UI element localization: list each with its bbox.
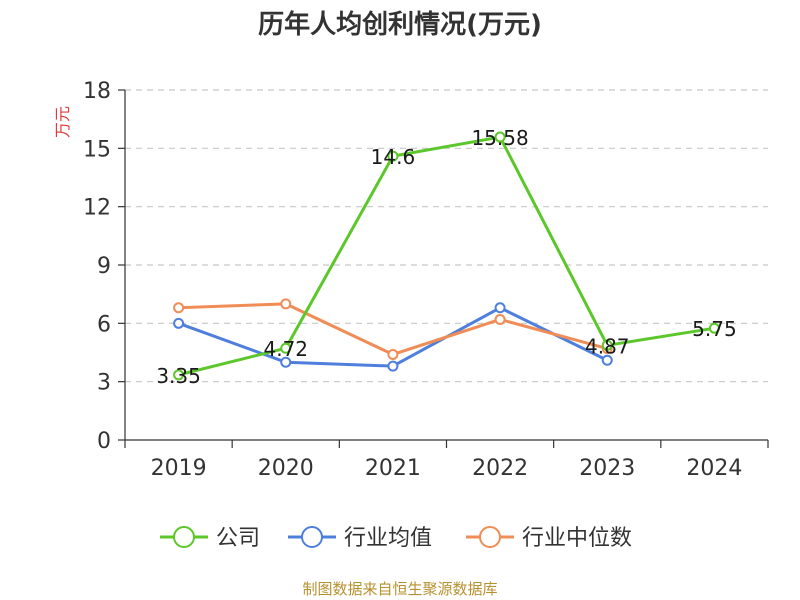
legend-item-行业中位数[interactable]: 行业中位数: [466, 526, 632, 551]
data-point: [280, 356, 292, 368]
y-tick-label: 6: [97, 312, 111, 337]
x-tick-label: 2023: [579, 456, 635, 481]
data-point: [173, 317, 185, 329]
data-point: [601, 339, 613, 351]
data-label: 3.35: [156, 364, 201, 388]
data-label: 15.58: [471, 126, 528, 150]
data-label: 4.87: [585, 334, 630, 358]
y-tick-label: 9: [97, 254, 111, 279]
source-note: 制图数据来自恒生聚源数据库: [302, 580, 497, 598]
legend-item-行业均值[interactable]: 行业均值: [288, 526, 432, 551]
legend-label: 公司: [216, 526, 260, 551]
y-tick-label: 15: [83, 137, 111, 162]
data-label: 14.6: [371, 145, 416, 169]
series-行业均值: [173, 302, 613, 372]
x-tick-label: 2024: [686, 456, 742, 481]
axes: 0 3 6 9 12 15 18 2019 2020 2021 2022 2023 2024: [83, 79, 769, 481]
data-point: [601, 354, 613, 366]
legend-marker: [479, 526, 501, 548]
y-axis-label: 万元: [53, 106, 72, 138]
data-point: [280, 342, 292, 354]
data-point: [387, 150, 399, 162]
chart-title: 历年人均创利情况(万元): [258, 9, 542, 40]
data-point: [387, 360, 399, 372]
x-tick-label: 2019: [151, 456, 207, 481]
legend-marker: [301, 526, 323, 548]
series-行业中位数: [173, 298, 613, 360]
x-tick-label: 2020: [258, 456, 314, 481]
series-layer: [173, 131, 720, 381]
data-point: [708, 322, 720, 334]
y-tick-label: 3: [97, 371, 111, 396]
data-point: [494, 302, 506, 314]
legend-label: 行业均值: [344, 526, 432, 551]
data-point: [173, 302, 185, 314]
y-tick-label: 12: [83, 196, 111, 221]
x-tick-label: 2022: [472, 456, 528, 481]
data-point: [173, 369, 185, 381]
data-label: 4.72: [263, 337, 308, 361]
x-tick-label: 2021: [365, 456, 421, 481]
grid-lines: [125, 89, 768, 383]
data-point: [494, 313, 506, 325]
y-tick-label: 0: [97, 429, 111, 454]
data-point: [494, 131, 506, 143]
data-label: 5.75: [692, 317, 737, 341]
legend-item-公司[interactable]: 公司: [160, 526, 260, 551]
legend[interactable]: 公司 行业均值 行业中位数: [160, 526, 632, 551]
data-labels: 3.35 4.72 14.6 15.58 4.87 5.75: [156, 126, 736, 388]
data-point: [280, 298, 292, 310]
data-point: [387, 348, 399, 360]
series-公司: [173, 131, 720, 381]
series-line: [178, 135, 715, 377]
legend-label: 行业中位数: [522, 526, 632, 551]
legend-marker: [173, 526, 195, 548]
y-tick-label: 18: [83, 79, 111, 104]
